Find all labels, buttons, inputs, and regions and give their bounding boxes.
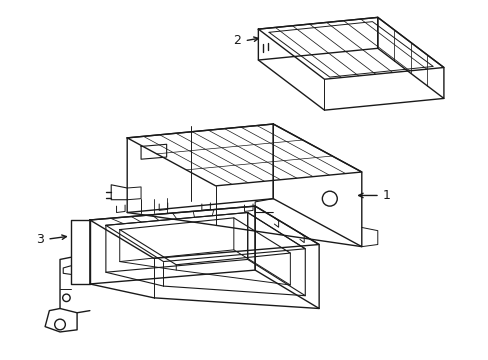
Text: 3: 3 — [36, 233, 44, 246]
Text: 2: 2 — [233, 34, 241, 48]
Text: 1: 1 — [382, 189, 390, 202]
